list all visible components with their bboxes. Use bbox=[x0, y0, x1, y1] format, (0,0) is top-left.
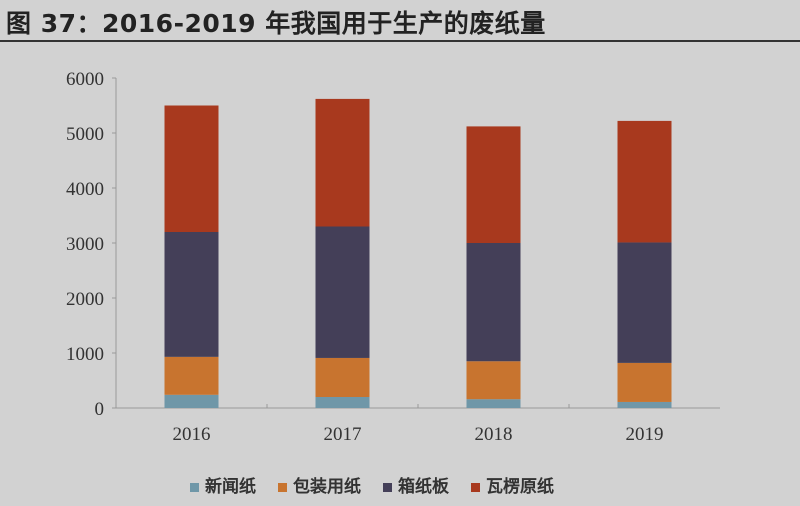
x-tick-label: 2017 bbox=[324, 424, 362, 445]
legend-label: 包装用纸 bbox=[293, 477, 361, 497]
bar-2016-segment-3 bbox=[164, 105, 219, 232]
x-tick-label: 2018 bbox=[475, 424, 513, 445]
x-tick-label: 2019 bbox=[626, 424, 664, 445]
bar-2018-segment-0 bbox=[466, 399, 521, 408]
bar-2016-segment-2 bbox=[164, 232, 219, 357]
legend-label: 瓦楞原纸 bbox=[486, 477, 554, 497]
y-tick-label: 1000 bbox=[66, 344, 104, 365]
y-tick-label: 0 bbox=[95, 399, 105, 420]
bar-2017-segment-1 bbox=[315, 357, 370, 397]
legend-swatch bbox=[278, 482, 287, 492]
bar-2018-segment-2 bbox=[466, 243, 521, 362]
legend-label: 箱纸板 bbox=[398, 477, 449, 497]
bar-2018-segment-3 bbox=[466, 126, 521, 243]
chart-title: 图 37：2016-2019 年我国用于生产的废纸量 bbox=[6, 9, 546, 38]
legend-label: 新闻纸 bbox=[205, 477, 256, 497]
legend: 新闻纸 包装用纸 箱纸板 瓦楞原纸 bbox=[190, 472, 554, 497]
bar-2017-segment-2 bbox=[315, 226, 370, 358]
x-tick-label: 2016 bbox=[173, 424, 211, 445]
legend-swatch bbox=[190, 482, 199, 492]
bar-2019-segment-2 bbox=[617, 242, 672, 363]
legend-swatch bbox=[471, 482, 480, 492]
legend-item: 瓦楞原纸 bbox=[471, 472, 554, 497]
bar-2017-segment-3 bbox=[315, 98, 370, 227]
bar-2016-segment-1 bbox=[164, 356, 219, 395]
y-tick-label: 5000 bbox=[66, 124, 104, 145]
legend-item: 新闻纸 bbox=[190, 472, 256, 497]
bar-2018-segment-1 bbox=[466, 361, 521, 400]
bar-2019-segment-1 bbox=[617, 362, 672, 402]
legend-swatch bbox=[383, 482, 392, 492]
y-tick-label: 3000 bbox=[66, 234, 104, 255]
y-tick-label: 4000 bbox=[66, 179, 104, 200]
bar-2019-segment-0 bbox=[617, 401, 672, 408]
bar-2016-segment-0 bbox=[164, 394, 219, 408]
legend-item: 包装用纸 bbox=[278, 472, 361, 497]
y-tick-label: 2000 bbox=[66, 289, 104, 310]
legend-item: 箱纸板 bbox=[383, 472, 449, 497]
bar-2019-segment-3 bbox=[617, 120, 672, 243]
title-divider bbox=[0, 40, 800, 42]
y-tick-label: 6000 bbox=[66, 69, 104, 90]
bar-2017-segment-0 bbox=[315, 397, 370, 408]
